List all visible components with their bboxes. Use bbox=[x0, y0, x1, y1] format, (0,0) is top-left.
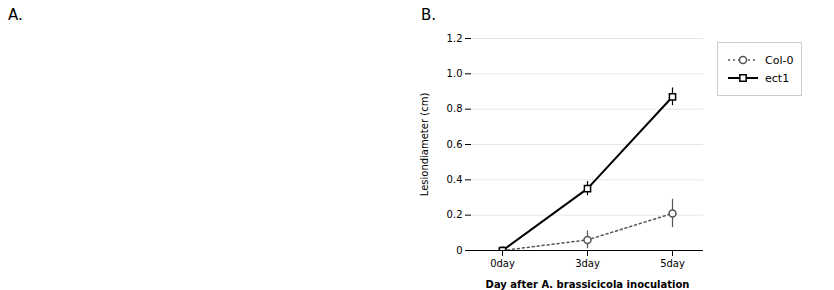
svg-text:0.8: 0.8 bbox=[447, 103, 463, 114]
html-text:ect1: ect1 bbox=[765, 71, 790, 85]
html-text:B.: B. bbox=[421, 6, 437, 24]
svg-text:3day: 3day bbox=[575, 258, 600, 269]
svg-text:0: 0 bbox=[456, 245, 462, 256]
svg-text:Day after A. brassicicola inoc: Day after A. brassicicola inoculation bbox=[486, 279, 690, 290]
svg-text:1.2: 1.2 bbox=[447, 33, 463, 44]
svg-text:5day: 5day bbox=[660, 258, 685, 269]
svg-text:0.4: 0.4 bbox=[447, 174, 463, 185]
svg-text:0.6: 0.6 bbox=[447, 139, 463, 150]
svg-text:0day: 0day bbox=[490, 258, 515, 269]
html-text:Col-0: Col-0 bbox=[765, 53, 794, 67]
svg-text:1.0: 1.0 bbox=[447, 68, 463, 79]
svg-text:0.2: 0.2 bbox=[447, 209, 463, 220]
svg-text:Lesiondiameter (cm): Lesiondiameter (cm) bbox=[419, 93, 430, 197]
html-text:A.: A. bbox=[8, 6, 23, 24]
